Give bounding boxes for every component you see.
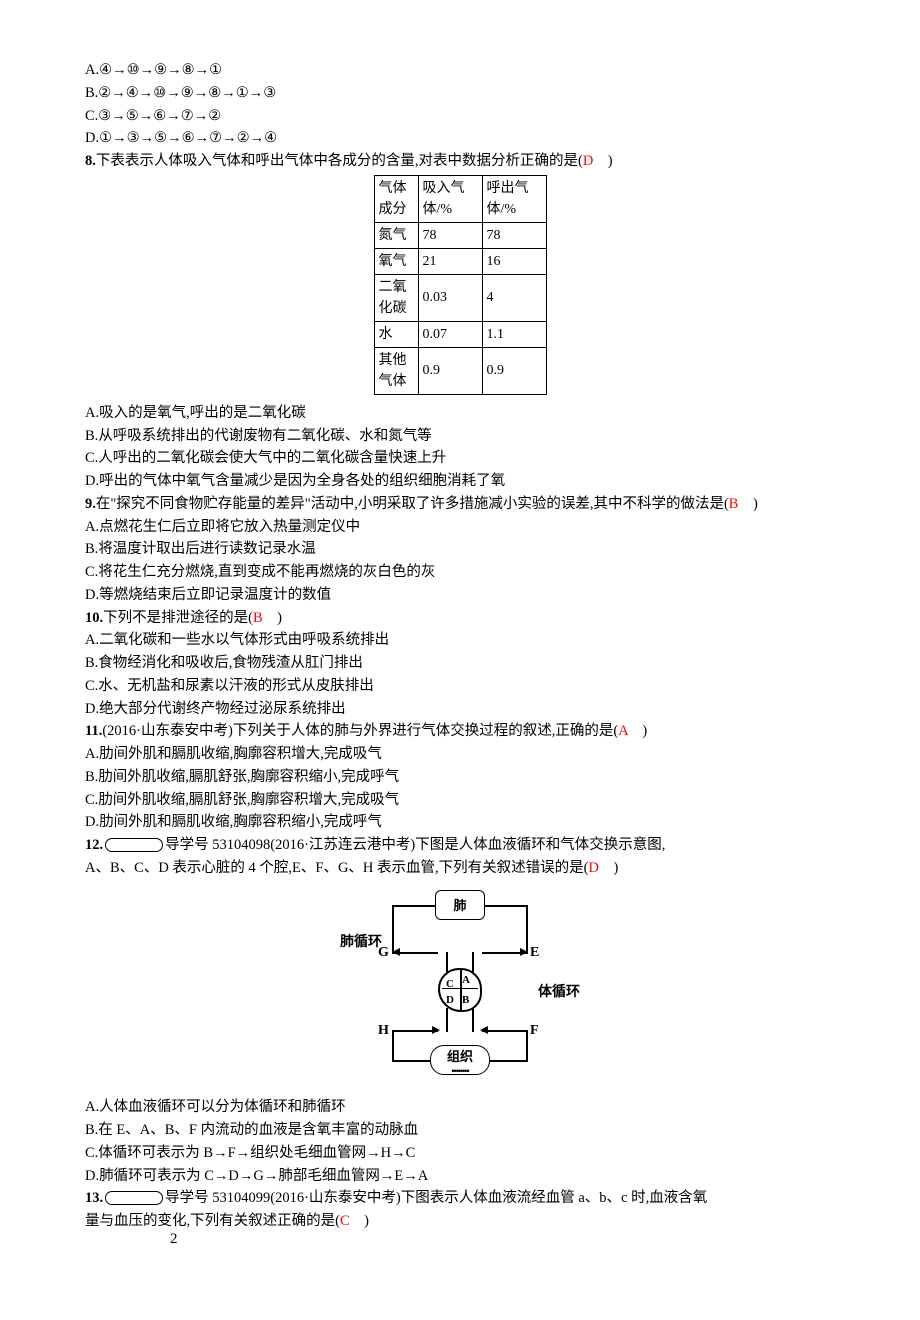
heart-box: A B C D — [438, 968, 482, 1012]
q13-answer: C — [340, 1213, 350, 1229]
q11-opt-c: C.肋间外肌收缩,膈肌舒张,胸廓容积增大,完成吸气 — [85, 790, 835, 812]
label-systemic: 体循环 — [538, 982, 580, 1003]
th-inhale: 吸入气体/% — [418, 175, 482, 222]
q10-close: ) — [263, 610, 282, 626]
q10-num: 10. — [85, 610, 103, 626]
q8-text: 下表表示人体吸入气体和呼出气体中各成分的含量,对表中数据分析正确的是( — [96, 153, 583, 169]
question-11: 11.(2016·山东泰安中考)下列关于人体的肺与外界进行气体交换过程的叙述,正… — [85, 721, 835, 743]
q11-opt-d: D.肋间外肌和膈肌收缩,胸廓容积缩小,完成呼气 — [85, 812, 835, 834]
q9-text: 在"探究不同食物贮存能量的差异"活动中,小明采取了许多措施减小实验的误差,其中不… — [96, 496, 729, 512]
q12-opt-d: D.肺循环可表示为 C→D→G→肺部毛细血管网→E→A — [85, 1166, 835, 1188]
question-12: 12. 导学号 53104098(2016·江苏连云港中考)下图是人体血液循环和气… — [85, 835, 835, 857]
q9-opt-d: D.等燃烧结束后立即记录温度计的数值 — [85, 585, 835, 607]
q8-opt-b: B.从呼吸系统排出的代谢废物有二氧化碳、水和氮气等 — [85, 426, 835, 448]
label-f: F — [530, 1020, 539, 1041]
q9-close: ) — [738, 496, 757, 512]
question-10: 10.下列不是排泄途径的是(B ) — [85, 608, 835, 630]
label-pulmonary: 肺循环 — [340, 932, 382, 953]
table-cell: 21 — [418, 248, 482, 274]
q9-opt-a: A.点燃花生仁后立即将它放入热量测定仪中 — [85, 517, 835, 539]
table-cell: 二氧化碳 — [374, 274, 418, 321]
table-cell: 78 — [418, 222, 482, 248]
q12-num: 12. — [85, 837, 103, 853]
label-h: H — [378, 1020, 389, 1041]
table-cell: 1.1 — [482, 321, 546, 347]
table-cell: 78 — [482, 222, 546, 248]
option-c: C.③→⑤→⑥→⑦→② — [85, 106, 835, 128]
q10-opt-c: C.水、无机盐和尿素以汗液的形式从皮肤排出 — [85, 676, 835, 698]
q12-opt-b: B.在 E、A、B、F 内流动的血液是含氧丰富的动脉血 — [85, 1120, 835, 1142]
label-b: B — [462, 992, 469, 1009]
table-cell: 氮气 — [374, 222, 418, 248]
q11-num: 11. — [85, 723, 102, 739]
q8-close: ) — [593, 153, 612, 169]
q9-opt-b: B.将温度计取出后进行读数记录水温 — [85, 539, 835, 561]
label-g: G — [378, 942, 389, 963]
q12-opt-a: A.人体血液循环可以分为体循环和肺循环 — [85, 1097, 835, 1119]
question-12-line2: A、B、C、D 表示心脏的 4 个腔,E、F、G、H 表示血管,下列有关叙述错误… — [85, 858, 835, 880]
option-b: B.②→④→⑩→⑨→⑧→①→③ — [85, 83, 835, 105]
option-a: A.④→⑩→⑨→⑧→① — [85, 60, 835, 82]
q12-text1: 导学号 53104098(2016·江苏连云港中考)下图是人体血液循环和气体交换… — [165, 837, 665, 853]
q10-opt-d: D.绝大部分代谢终产物经过泌尿系统排出 — [85, 699, 835, 721]
question-13-line2: 量与血压的变化,下列有关叙述正确的是(C ) — [85, 1211, 835, 1233]
q13-close: ) — [350, 1213, 369, 1229]
q8-answer: D — [583, 153, 593, 169]
question-13: 13. 导学号 53104099(2016·山东泰安中考)下图表示人体血液流经血管… — [85, 1188, 835, 1210]
label-c: C — [446, 976, 454, 993]
q11-close: ) — [628, 723, 647, 739]
tissue-box: 组织 •••••••• — [430, 1045, 490, 1075]
q12-answer: D — [588, 860, 598, 876]
q12-opt-c: C.体循环可表示为 B→F→组织处毛细血管网→H→C — [85, 1143, 835, 1165]
table-cell: 0.07 — [418, 321, 482, 347]
q13-text1: 导学号 53104099(2016·山东泰安中考)下图表示人体血液流经血管 a、… — [165, 1190, 707, 1206]
question-9: 9.在"探究不同食物贮存能量的差异"活动中,小明采取了许多措施减小实验的误差,其… — [85, 494, 835, 516]
circulation-diagram: 肺循环 体循环 G E H F 肺 A B C D — [85, 890, 835, 1088]
q8-opt-d: D.呼出的气体中氧气含量减少是因为全身各处的组织细胞消耗了氧 — [85, 471, 835, 493]
q11-answer: A — [618, 723, 628, 739]
label-e: E — [530, 942, 539, 963]
table-cell: 4 — [482, 274, 546, 321]
table-cell: 水 — [374, 321, 418, 347]
page-number: 2 — [170, 1228, 178, 1251]
table-cell: 其他气体 — [374, 347, 418, 394]
table-cell: 氧气 — [374, 248, 418, 274]
bubble-icon — [105, 1191, 163, 1205]
bubble-icon — [105, 838, 163, 852]
question-8: 8.下表表示人体吸入气体和呼出气体中各成分的含量,对表中数据分析正确的是(D ) — [85, 151, 835, 173]
q11-opt-b: B.肋间外肌收缩,膈肌舒张,胸廓容积缩小,完成呼气 — [85, 767, 835, 789]
q10-text: 下列不是排泄途径的是( — [103, 610, 253, 626]
option-d: D.①→③→⑤→⑥→⑦→②→④ — [85, 128, 835, 150]
q8-opt-c: C.人呼出的二氧化碳会使大气中的二氧化碳含量快速上升 — [85, 448, 835, 470]
table-cell: 0.9 — [418, 347, 482, 394]
table-cell: 0.03 — [418, 274, 482, 321]
q9-opt-c: C.将花生仁充分燃烧,直到变成不能再燃烧的灰白色的灰 — [85, 562, 835, 584]
table-cell: 16 — [482, 248, 546, 274]
th-exhale: 呼出气体/% — [482, 175, 546, 222]
tissue-dots: •••••••• — [431, 1068, 489, 1074]
q8-opt-a: A.吸入的是氧气,呼出的是二氧化碳 — [85, 403, 835, 425]
q10-answer: B — [253, 610, 263, 626]
lung-box: 肺 — [435, 890, 485, 920]
q12-close: ) — [599, 860, 618, 876]
q9-num: 9. — [85, 496, 96, 512]
gas-table: 气体成分 吸入气体/% 呼出气体/% 氮气7878 氧气2116 二氧化碳0.0… — [374, 175, 547, 395]
q10-opt-b: B.食物经消化和吸收后,食物残渣从肛门排出 — [85, 653, 835, 675]
q10-opt-a: A.二氧化碳和一些水以气体形式由呼吸系统排出 — [85, 630, 835, 652]
q13-text2: 量与血压的变化,下列有关叙述正确的是( — [85, 1213, 340, 1229]
table-cell: 0.9 — [482, 347, 546, 394]
q11-opt-a: A.肋间外肌和膈肌收缩,胸廓容积增大,完成吸气 — [85, 744, 835, 766]
label-a: A — [462, 972, 470, 989]
q11-text: (2016·山东泰安中考)下列关于人体的肺与外界进行气体交换过程的叙述,正确的是… — [102, 723, 618, 739]
q12-text2: A、B、C、D 表示心脏的 4 个腔,E、F、G、H 表示血管,下列有关叙述错误… — [85, 860, 588, 876]
q13-num: 13. — [85, 1190, 103, 1206]
label-d: D — [446, 992, 454, 1009]
q8-num: 8. — [85, 153, 96, 169]
th-component: 气体成分 — [374, 175, 418, 222]
